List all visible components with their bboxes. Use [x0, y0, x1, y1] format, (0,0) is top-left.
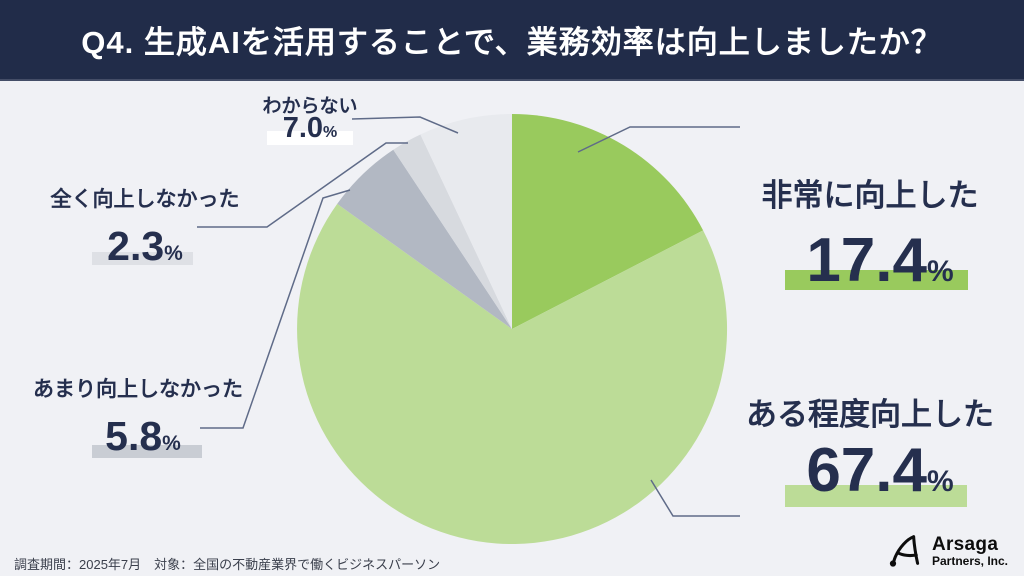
- pie-slice-3: [393, 134, 512, 329]
- leader-line: [577, 126, 740, 153]
- pct-value: 67.4: [806, 436, 927, 505]
- pie-slice-2: [337, 149, 512, 329]
- leader-line: [200, 189, 351, 429]
- logo-suffix: Partners, Inc.: [931, 553, 1008, 568]
- pct-unit: %: [164, 242, 183, 265]
- pie-slice-0: [512, 113, 704, 329]
- page-title: Q4. 生成AIを活用することで、業務効率は向上しましたか？: [81, 25, 943, 60]
- pct-value: 7.0: [282, 112, 324, 144]
- logo-brand: Arsaga: [931, 533, 999, 555]
- pct-unit: %: [926, 255, 954, 288]
- pct-unit: %: [323, 124, 338, 141]
- callout-label-unknown: わからない: [262, 96, 358, 117]
- pct-underline-unknown: [267, 131, 353, 145]
- pct-unit: %: [926, 465, 954, 498]
- leader-line: [351, 116, 459, 134]
- pct-underline-very: [785, 270, 968, 290]
- leader-line: [650, 479, 740, 517]
- callout-label-not-at-all-improved: 全く向上しなかった: [50, 188, 240, 211]
- pct-value: 2.3: [107, 223, 165, 269]
- callout-label-not-much-improved: あまり向上しなかった: [33, 378, 243, 401]
- callout-label-somewhat-improved: ある程度向上した: [746, 397, 994, 432]
- callout-value-not-at-all-improved: 2.3%: [60, 226, 230, 267]
- pct-underline-notatall: [92, 252, 193, 265]
- callout-value-somewhat-improved: 67.4%: [730, 440, 1024, 502]
- leader-line: [197, 142, 408, 228]
- pct-unit: %: [162, 432, 181, 455]
- callout-label-very-improved: 非常に向上した: [761, 178, 979, 213]
- company-logo: Arsaga Partners, Inc.: [887, 532, 1008, 570]
- pie-slice-1: [297, 203, 728, 545]
- callout-value-not-much-improved: 5.8%: [58, 416, 228, 457]
- pct-underline-notmuch: [92, 445, 202, 458]
- callout-value-unknown: 7.0%: [230, 114, 390, 143]
- pct-underline-some: [785, 485, 967, 507]
- title-bar: Q4. 生成AIを活用することで、業務効率は向上しましたか？: [0, 0, 1024, 81]
- arsaga-logo-icon: [889, 535, 920, 567]
- pie-slice-4: [420, 114, 512, 329]
- pct-value: 5.8: [105, 413, 163, 459]
- pct-value: 17.4: [806, 226, 927, 295]
- callout-value-very-improved: 17.4%: [730, 230, 1024, 292]
- survey-note: 調査期間：2025年7月 対象：全国の不動産業界で働くビジネスパーソン: [14, 557, 441, 572]
